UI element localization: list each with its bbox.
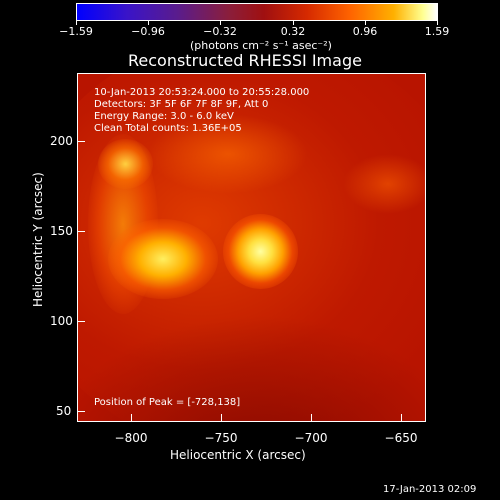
x-axis-label: Heliocentric X (arcsec) — [170, 448, 306, 462]
y-axis-label: Heliocentric Y (arcsec) — [31, 207, 45, 307]
peak-source — [223, 214, 298, 289]
peak-position: Position of Peak = [-728,138] — [94, 397, 240, 408]
y-tick-label: 150 — [50, 224, 73, 238]
plot-title: Reconstructed RHESSI Image — [128, 51, 362, 70]
x-tick — [401, 414, 402, 422]
bright-spot-lower-left — [108, 219, 218, 299]
y-tick — [77, 141, 85, 142]
y-tick — [77, 231, 85, 232]
x-tick-label: −750 — [205, 431, 238, 445]
colorbar — [76, 3, 438, 21]
colorbar-label: −0.32 — [203, 25, 237, 38]
x-tick-label: −700 — [295, 431, 328, 445]
y-tick-label: 100 — [50, 314, 73, 328]
colorbar-label: 1.59 — [425, 25, 450, 38]
clean-counts: Clean Total counts: 1.36E+05 — [94, 123, 309, 135]
footer-date: 17-Jan-2013 02:09 — [383, 484, 476, 495]
colorbar-label: −0.96 — [131, 25, 165, 38]
right-lobe — [343, 154, 426, 214]
detectors: Detectors: 3F 5F 6F 7F 8F 9F, Att 0 — [94, 99, 309, 111]
x-tick-label: −650 — [385, 431, 418, 445]
time-range: 10-Jan-2013 20:53:24.000 to 20:55:28.000 — [94, 87, 309, 99]
info-block: 10-Jan-2013 20:53:24.000 to 20:55:28.000… — [94, 87, 309, 135]
colorbar-label: 0.32 — [281, 25, 306, 38]
y-tick — [77, 321, 85, 322]
rhessi-image: 10-Jan-2013 20:53:24.000 to 20:55:28.000… — [77, 73, 426, 422]
bright-spot-upper-left — [98, 139, 153, 189]
y-tick-label: 50 — [56, 404, 71, 418]
x-tick — [311, 414, 312, 422]
x-tick-label: −800 — [115, 431, 148, 445]
y-tick — [77, 411, 85, 412]
y-tick-label: 200 — [50, 134, 73, 148]
energy-range: Energy Range: 3.0 - 6.0 keV — [94, 111, 309, 123]
colorbar-label: −1.59 — [59, 25, 93, 38]
colorbar-label: 0.96 — [353, 25, 378, 38]
x-tick — [221, 414, 222, 422]
x-tick — [131, 414, 132, 422]
